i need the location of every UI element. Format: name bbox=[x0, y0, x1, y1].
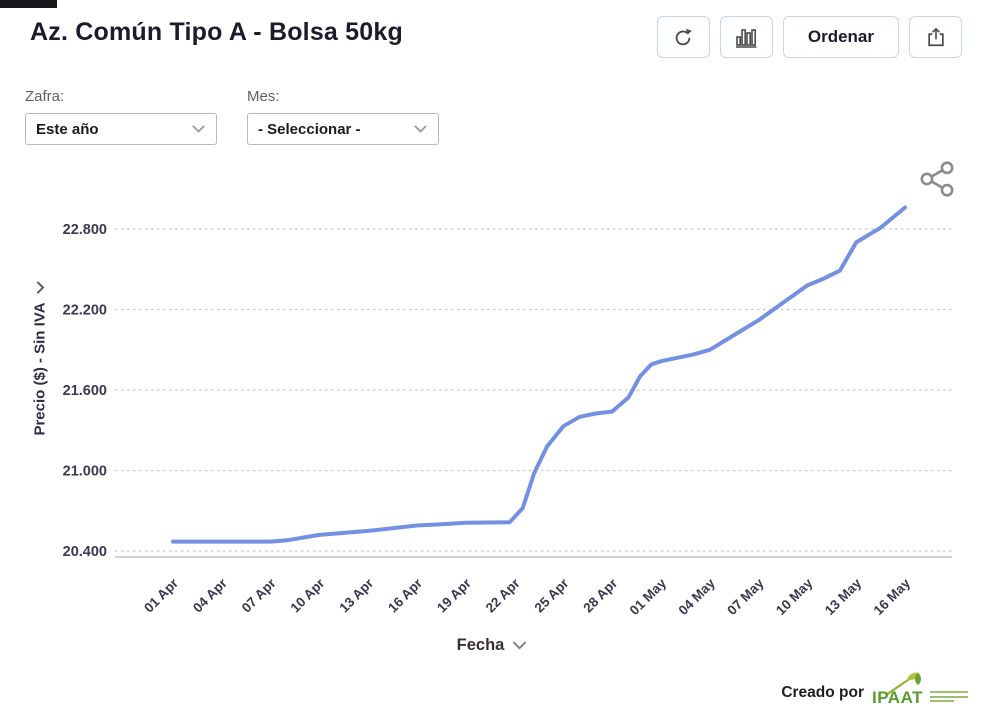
export-icon bbox=[927, 27, 944, 47]
x-tick-label: 28 Apr bbox=[580, 575, 620, 615]
refresh-icon bbox=[676, 28, 693, 46]
mes-selected-value: - Seleccionar - bbox=[258, 120, 361, 138]
zafra-filter: Zafra: Este año bbox=[25, 88, 217, 145]
share-icon bbox=[920, 161, 954, 197]
refresh-button[interactable] bbox=[656, 16, 710, 58]
x-tick-label: 13 Apr bbox=[336, 575, 376, 615]
x-tick-label: 16 May bbox=[871, 575, 914, 618]
mes-select[interactable]: - Seleccionar - bbox=[247, 113, 439, 145]
y-axis-title-label: Precio ($) - Sin IVA bbox=[31, 302, 49, 436]
logo-fine-print bbox=[930, 691, 968, 702]
y-tick-label: 21.600 bbox=[63, 383, 107, 399]
x-tick-label: 19 Apr bbox=[434, 575, 474, 615]
ipaat-logo: IPAAT bbox=[872, 672, 972, 714]
x-tick-label: 25 Apr bbox=[532, 575, 572, 615]
leaf-icon bbox=[885, 672, 921, 696]
share-button[interactable] bbox=[916, 160, 960, 200]
footer-credit: Creado por IPAAT bbox=[781, 672, 972, 714]
bar-chart-icon bbox=[736, 29, 757, 48]
x-tick-label: 13 May bbox=[822, 575, 865, 618]
x-axis-title-label: Fecha bbox=[456, 636, 505, 654]
zafra-selected-value: Este año bbox=[36, 120, 99, 138]
zafra-filter-label: Zafra: bbox=[25, 88, 65, 105]
chevron-down-icon bbox=[36, 281, 44, 294]
export-button[interactable] bbox=[909, 16, 962, 58]
y-tick-label: 22.200 bbox=[63, 303, 107, 319]
x-tick-label: 04 May bbox=[675, 575, 718, 618]
x-tick-label: 07 May bbox=[724, 575, 767, 618]
window-edge-fragment bbox=[0, 0, 57, 8]
chevron-down-icon bbox=[513, 641, 527, 650]
widget-title: Az. Común Tipo A - Bolsa 50kg bbox=[30, 18, 403, 46]
x-tick-label: 10 Apr bbox=[288, 575, 328, 615]
y-tick-label: 22.800 bbox=[63, 222, 107, 238]
x-tick-label: 01 Apr bbox=[141, 575, 181, 615]
x-axis-title[interactable]: Fecha bbox=[0, 636, 984, 655]
x-tick-label: 01 May bbox=[627, 575, 670, 618]
chevron-down-icon bbox=[192, 125, 205, 133]
y-tick-label: 21.000 bbox=[63, 464, 107, 480]
sort-button-label: Ordenar bbox=[807, 27, 874, 46]
chevron-down-icon bbox=[414, 125, 427, 133]
mes-filter: Mes: - Seleccionar - bbox=[247, 88, 439, 145]
sort-button[interactable]: Ordenar bbox=[782, 16, 899, 58]
credit-text: Creado por bbox=[781, 684, 864, 701]
toolbar: Ordenar bbox=[656, 16, 962, 58]
y-axis-title[interactable]: Precio ($) - Sin IVA bbox=[31, 280, 49, 436]
chart-type-button[interactable] bbox=[719, 16, 773, 58]
x-tick-label: 22 Apr bbox=[483, 575, 523, 615]
x-tick-label: 04 Apr bbox=[190, 575, 230, 615]
x-tick-label: 07 Apr bbox=[239, 575, 279, 615]
filters-row: Zafra: Este año Mes: - Seleccionar - bbox=[25, 88, 439, 145]
x-tick-label: 16 Apr bbox=[385, 575, 425, 615]
ipaat-logo-text: IPAAT bbox=[872, 688, 923, 707]
zafra-select[interactable]: Este año bbox=[25, 113, 217, 145]
y-tick-label: 20.400 bbox=[63, 544, 107, 560]
x-tick-label: 10 May bbox=[773, 575, 816, 618]
price-line-series bbox=[171, 205, 907, 544]
mes-filter-label: Mes: bbox=[247, 88, 280, 105]
